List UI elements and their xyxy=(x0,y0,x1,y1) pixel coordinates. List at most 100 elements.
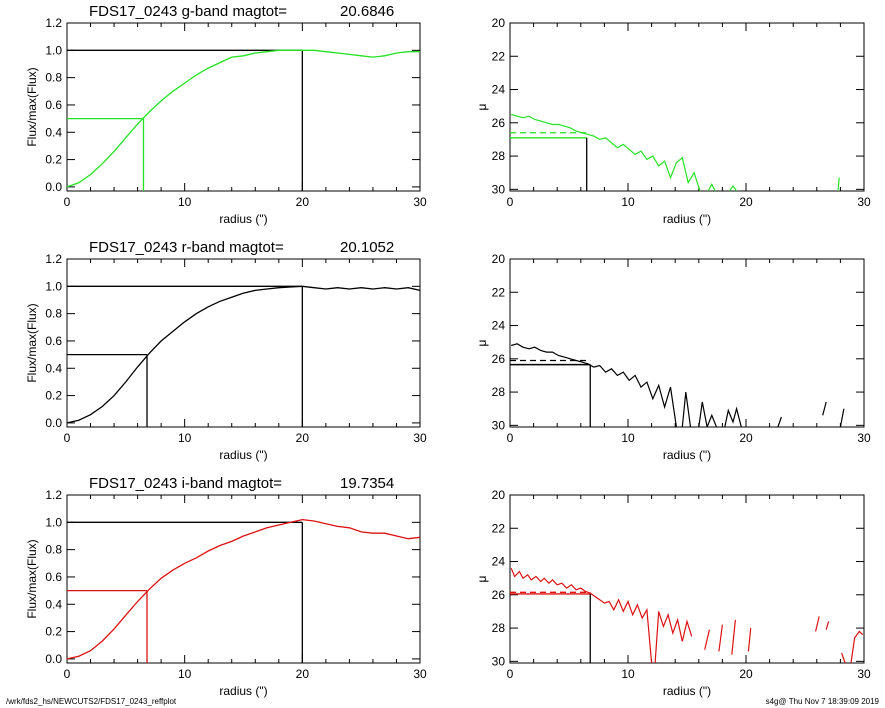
i-mu-ytick-label: 20 xyxy=(492,488,506,502)
i-flux-ytick-label: 0.2 xyxy=(45,625,62,639)
i-flux-xtick-label: 0 xyxy=(64,667,71,681)
g-mu-xtick-label: 0 xyxy=(507,195,514,209)
r-flux-title: FDS17_0243 r-band magtot= xyxy=(89,239,284,256)
r-mu-ytick-label: 22 xyxy=(492,285,506,299)
i-mu-xtick-label: 10 xyxy=(621,667,635,681)
i-mu-xtick-label: 30 xyxy=(857,667,871,681)
g-mu-xlabel: radius (") xyxy=(663,212,711,226)
i-mu-profile-segment xyxy=(704,629,710,650)
r-mu-xtick-label: 20 xyxy=(739,431,753,445)
g-flux-ytick-label: 0.8 xyxy=(45,71,62,85)
r-flux-xtick-label: 20 xyxy=(296,431,310,445)
g-mu-ytick-label: 22 xyxy=(492,49,506,63)
i-mu-ytick-label: 24 xyxy=(492,555,506,569)
r-flux-xtick-label: 10 xyxy=(178,431,192,445)
i-mu-xtick-label: 20 xyxy=(739,667,753,681)
i-mu-profile-segment xyxy=(654,611,693,663)
r-mu-profile-segment xyxy=(777,416,782,427)
g-mu-ytick-label: 30 xyxy=(492,182,506,196)
i-mu-profile-segment xyxy=(731,619,736,655)
r-flux-ytick-label: 0.8 xyxy=(45,307,62,321)
r-mu-xtick-label: 0 xyxy=(507,431,514,445)
i-flux-ytick-label: 1.2 xyxy=(45,488,62,502)
i-flux-frame xyxy=(66,494,421,664)
r-mu-ytick-label: 26 xyxy=(492,352,506,366)
g-mu-profile-segment xyxy=(707,183,716,191)
g-mu-ytick-label: 28 xyxy=(492,149,506,163)
i-mu-frame xyxy=(509,494,865,664)
r-mu-xtick-label: 10 xyxy=(621,431,635,445)
i-mu-profile-segment xyxy=(825,621,830,630)
r-flux-xtick-label: 30 xyxy=(413,431,427,445)
i-flux-xtick-label: 10 xyxy=(178,667,192,681)
r-flux-ytick-label: 1.0 xyxy=(45,279,62,293)
r-flux-ylabel: Flux/max(Flux) xyxy=(25,303,39,382)
g-flux-curve xyxy=(66,49,420,188)
i-flux-ytick-label: 0.0 xyxy=(45,652,62,666)
r-flux-ytick-label: 0.4 xyxy=(45,361,62,375)
g-mu-xtick-label: 30 xyxy=(857,195,871,209)
i-flux-title: FDS17_0243 i-band magtot= xyxy=(89,475,282,492)
g-mu-ylabel: μ xyxy=(475,103,489,110)
r-flux-magtot-value: 20.1052 xyxy=(340,239,394,256)
i-flux-ytick-label: 0.8 xyxy=(45,543,62,557)
i-mu-profile-segment xyxy=(718,624,723,652)
r-mu-ytick-label: 28 xyxy=(492,385,506,399)
i-mu-ytick-label: 22 xyxy=(492,521,506,535)
i-flux-curve xyxy=(66,518,421,660)
g-flux-xtick-label: 10 xyxy=(178,195,192,209)
g-mu-profile-segment xyxy=(511,113,701,191)
i-flux-ytick-label: 0.6 xyxy=(45,570,62,584)
r-mu-profile-segment xyxy=(698,401,718,427)
footer-file-path: /wrk/fds2_hs/NEWCUTS2/FDS17_0243_reffplo… xyxy=(6,697,177,706)
g-mu-profile-segment xyxy=(837,177,840,191)
g-flux-ylabel: Flux/max(Flux) xyxy=(25,67,39,146)
r-mu-xlabel: radius (") xyxy=(663,448,711,462)
g-mu-frame xyxy=(509,22,865,192)
g-mu-profile-segment xyxy=(729,184,738,191)
i-flux-magtot-value: 19.7354 xyxy=(340,475,394,492)
r-flux-ytick-label: 0.0 xyxy=(45,416,62,430)
i-mu-ytick-label: 30 xyxy=(492,654,506,668)
i-flux-xtick-label: 30 xyxy=(413,667,427,681)
g-flux-title: FDS17_0243 g-band magtot= xyxy=(89,3,287,20)
i-mu-profile-segment xyxy=(850,630,864,663)
r-flux-xlabel: radius (") xyxy=(219,448,267,462)
r-mu-profile-segment xyxy=(681,392,692,427)
i-mu-profile-segment xyxy=(510,567,653,663)
r-flux-xtick-label: 0 xyxy=(64,431,71,445)
r-flux-curve xyxy=(66,285,421,424)
i-mu-ylabel: μ xyxy=(475,575,489,582)
r-mu-profile-segment xyxy=(511,343,677,427)
r-mu-profile-segment xyxy=(839,408,845,427)
i-flux-ytick-label: 1.0 xyxy=(45,515,62,529)
r-flux-ytick-label: 1.2 xyxy=(45,252,62,266)
i-mu-profile-segment xyxy=(815,616,820,632)
r-mu-ytick-label: 30 xyxy=(492,418,506,432)
g-flux-ytick-label: 0.2 xyxy=(45,153,62,167)
g-flux-xlabel: radius (") xyxy=(219,212,267,226)
r-mu-profile-segment xyxy=(822,401,827,416)
r-mu-profile-segment xyxy=(724,406,742,427)
r-mu-ytick-label: 20 xyxy=(492,252,506,266)
g-flux-xtick-label: 30 xyxy=(413,195,427,209)
r-mu-frame xyxy=(509,258,865,428)
g-flux-ytick-label: 0.4 xyxy=(45,125,62,139)
g-flux-ytick-label: 1.2 xyxy=(45,16,62,30)
footer-timestamp: s4g@ Thu Nov 7 18:39:09 2019 xyxy=(765,697,879,706)
g-mu-xtick-label: 20 xyxy=(739,195,753,209)
r-flux-ytick-label: 0.2 xyxy=(45,389,62,403)
g-mu-ytick-label: 20 xyxy=(492,16,506,30)
g-mu-xtick-label: 10 xyxy=(621,195,635,209)
g-flux-magtot-value: 20.6846 xyxy=(340,3,394,20)
g-mu-ytick-label: 24 xyxy=(492,83,506,97)
i-mu-profile-segment xyxy=(747,628,752,652)
g-flux-ytick-label: 0.0 xyxy=(45,180,62,194)
r-mu-xtick-label: 30 xyxy=(857,431,871,445)
g-flux-ytick-label: 1.0 xyxy=(45,43,62,57)
i-mu-ytick-label: 28 xyxy=(492,621,506,635)
i-flux-ytick-label: 0.4 xyxy=(45,597,62,611)
g-flux-xtick-label: 20 xyxy=(296,195,310,209)
i-mu-xtick-label: 0 xyxy=(507,667,514,681)
